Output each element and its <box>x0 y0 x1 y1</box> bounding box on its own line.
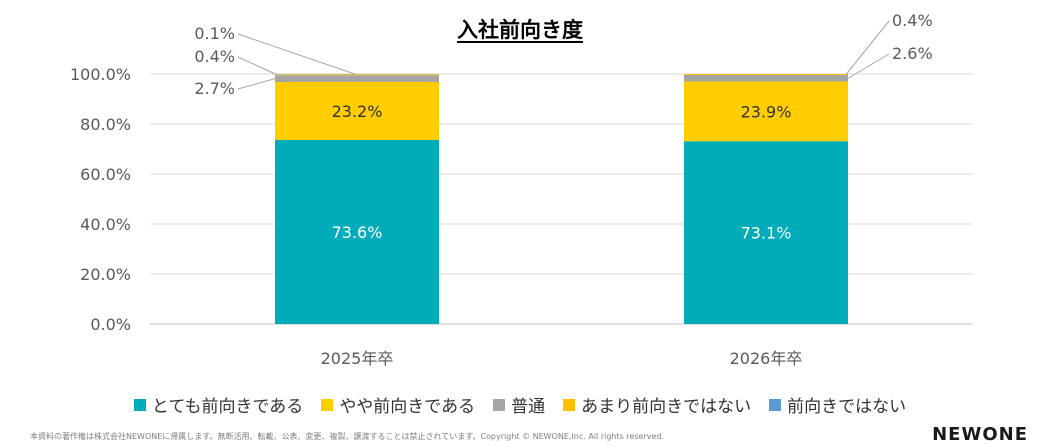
chart-title: 入社前向き度 <box>457 18 583 42</box>
y-tick-label: 0.0% <box>90 315 131 334</box>
bar-segment <box>275 74 439 76</box>
y-tick-label: 80.0% <box>80 115 131 134</box>
legend-label: 普通 <box>511 397 546 417</box>
chart-legend: とても前向きである やや前向きである 普通 あまり前向きではない 前向きではない <box>0 392 1040 417</box>
data-label: 0.4% <box>194 47 235 66</box>
bar-segment <box>684 74 848 75</box>
leader-line <box>845 20 890 75</box>
legend-label: とても前向きである <box>151 397 304 417</box>
y-tick-label: 40.0% <box>80 215 131 234</box>
legend-swatch <box>133 398 146 411</box>
legend-swatch <box>769 398 782 411</box>
bar-segment <box>684 75 848 82</box>
legend-label: あまり前向きではない <box>581 397 752 417</box>
bar-segment <box>275 75 439 82</box>
bar-segment <box>275 140 439 324</box>
legend-swatch <box>321 398 334 411</box>
legend-item: 前向きではない <box>769 392 906 417</box>
x-tick-label: 2026年卒 <box>730 349 803 368</box>
data-label: 0.1% <box>194 24 235 43</box>
data-label: 23.9% <box>741 102 792 121</box>
legend-swatch <box>563 398 576 411</box>
leader-line <box>237 78 276 90</box>
leader-line <box>847 53 890 79</box>
data-label: 0.4% <box>892 11 933 30</box>
copyright-notice: 本資料の著作権は株式会社NEWONEに帰属します。無断活用、転載、公表、変更、複… <box>30 432 665 441</box>
y-tick-label: 100.0% <box>70 65 131 84</box>
leader-line <box>237 56 278 76</box>
bar-segment <box>684 81 848 142</box>
x-tick-label: 2025年卒 <box>321 349 394 368</box>
leader-line <box>237 33 356 75</box>
data-label: 23.2% <box>332 102 383 121</box>
brand-logo: NEWONE <box>932 424 1028 445</box>
data-label: 73.6% <box>332 223 383 242</box>
legend-swatch <box>493 398 506 411</box>
legend-item: あまり前向きではない <box>563 392 751 417</box>
y-tick-label: 60.0% <box>80 165 131 184</box>
legend-label: 前向きではない <box>787 397 907 417</box>
y-tick-label: 20.0% <box>80 265 131 284</box>
bar-segment <box>275 82 439 140</box>
legend-item: とても前向きである <box>133 392 304 417</box>
legend-label: やや前向きである <box>339 397 476 417</box>
data-label: 2.7% <box>194 79 235 98</box>
data-label: 2.6% <box>892 44 933 63</box>
data-label: 73.1% <box>741 224 792 243</box>
legend-item: 普通 <box>493 392 545 417</box>
bar-segment <box>684 141 848 324</box>
legend-item: やや前向きである <box>321 392 475 417</box>
